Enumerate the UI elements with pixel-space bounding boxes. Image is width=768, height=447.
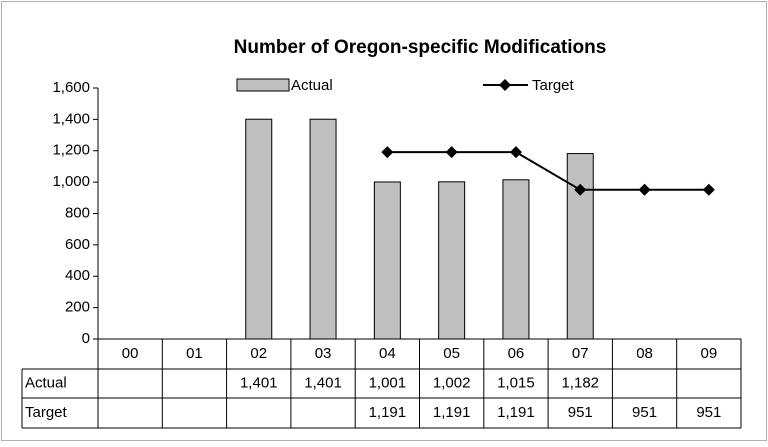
- table-cell: 1,401: [240, 374, 278, 391]
- x-tick-label: 00: [122, 345, 139, 362]
- table-cell: 951: [696, 404, 721, 421]
- legend-swatch: [236, 78, 290, 92]
- legend-label: Target: [532, 77, 575, 94]
- y-tick-label: 0: [82, 330, 90, 347]
- table-cell: 1,191: [369, 404, 407, 421]
- marker: [638, 183, 651, 196]
- x-tick-label: 09: [701, 345, 718, 362]
- table-cell: 1,015: [497, 374, 535, 391]
- x-tick-label: 06: [508, 345, 525, 362]
- table-cell: 951: [568, 404, 593, 421]
- line: [387, 151, 709, 191]
- table-cell: 1,191: [433, 404, 471, 421]
- x-tick-label: 03: [315, 345, 332, 362]
- y-tick-label: 600: [65, 236, 90, 253]
- marker: [445, 146, 458, 159]
- x-tick-label: 01: [186, 345, 203, 362]
- legend-marker: [499, 79, 511, 91]
- y-tick-label: 1,000: [52, 173, 90, 190]
- marker: [509, 146, 522, 159]
- y-tick-label: 200: [65, 299, 90, 316]
- bar: [373, 181, 401, 340]
- bar: [566, 153, 594, 340]
- y-tick-label: 1,200: [52, 142, 90, 159]
- y-tick-label: 800: [65, 204, 90, 221]
- bar: [309, 118, 337, 340]
- y-tick-label: 400: [65, 267, 90, 284]
- y-tick-label: 1,600: [52, 79, 90, 96]
- table-cell: 1,191: [497, 404, 535, 421]
- table-row-label: Actual: [25, 374, 67, 391]
- table-cell: 1,002: [433, 374, 471, 391]
- table-cell: 951: [632, 404, 657, 421]
- x-tick-label: 02: [250, 345, 267, 362]
- x-tick-label: 05: [443, 345, 460, 362]
- bar: [245, 118, 273, 340]
- table-cell: 1,401: [304, 374, 342, 391]
- bar: [438, 181, 466, 340]
- legend-label: Actual: [291, 77, 333, 94]
- table-cell: 1,182: [561, 374, 599, 391]
- table-row-label: Target: [25, 404, 68, 421]
- x-tick-label: 04: [379, 345, 396, 362]
- x-tick-label: 08: [636, 345, 653, 362]
- x-tick-label: 07: [572, 345, 589, 362]
- marker: [574, 183, 587, 196]
- marker: [381, 146, 394, 159]
- bar: [502, 179, 530, 340]
- y-tick-label: 1,400: [52, 110, 90, 127]
- chart-title: Number of Oregon-specific Modifications: [234, 37, 607, 58]
- marker: [702, 183, 715, 196]
- table-cell: 1,001: [369, 374, 407, 391]
